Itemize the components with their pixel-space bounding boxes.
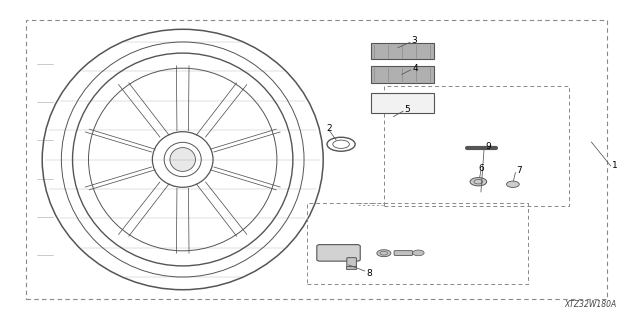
Bar	[371, 66, 434, 83]
Bar	[371, 93, 434, 114]
Ellipse shape	[170, 148, 195, 171]
Text: XTZ32W180A: XTZ32W180A	[564, 300, 617, 309]
FancyBboxPatch shape	[347, 258, 356, 267]
FancyBboxPatch shape	[394, 251, 413, 256]
Text: 1: 1	[612, 161, 618, 170]
Circle shape	[470, 178, 486, 186]
Circle shape	[377, 250, 391, 257]
Text: 7: 7	[516, 166, 522, 175]
Bar	[371, 43, 434, 59]
Text: 8: 8	[366, 269, 372, 278]
Bar	[346, 266, 356, 269]
Circle shape	[413, 250, 424, 256]
Text: 9: 9	[485, 142, 491, 151]
Text: 3: 3	[412, 36, 417, 45]
Text: 6: 6	[478, 164, 484, 173]
Bar	[384, 86, 569, 205]
Text: 4: 4	[412, 63, 418, 72]
Bar	[307, 203, 527, 284]
Text: 2: 2	[327, 124, 332, 133]
Text: 5: 5	[404, 105, 410, 114]
FancyBboxPatch shape	[317, 245, 360, 261]
Bar	[26, 20, 607, 299]
Circle shape	[506, 181, 519, 188]
